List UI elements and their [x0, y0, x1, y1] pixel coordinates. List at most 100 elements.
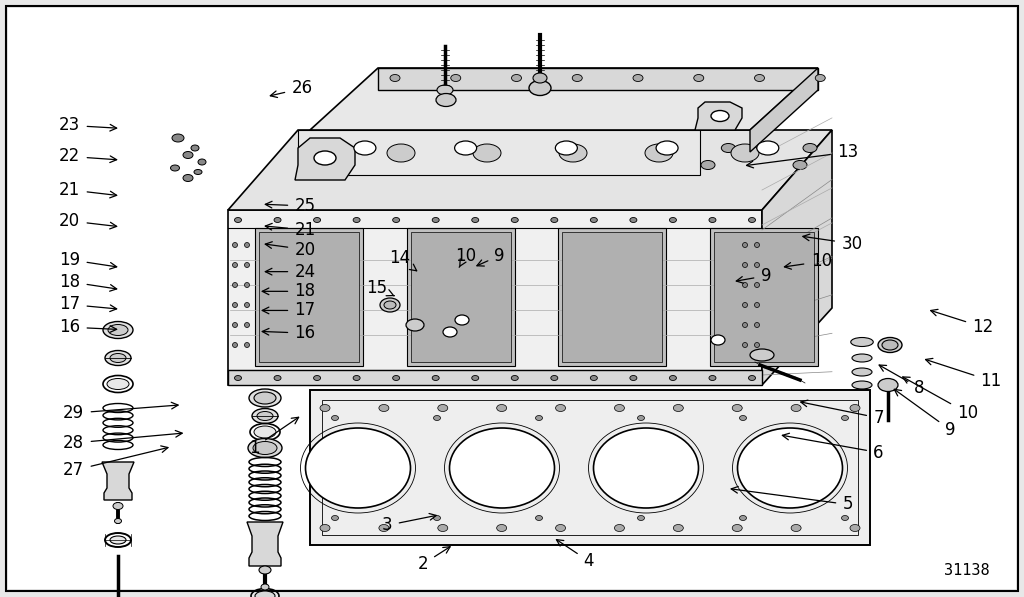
Ellipse shape: [742, 322, 748, 328]
Ellipse shape: [536, 416, 543, 420]
Ellipse shape: [313, 376, 321, 380]
Ellipse shape: [851, 337, 873, 346]
Ellipse shape: [438, 405, 447, 411]
Ellipse shape: [354, 141, 376, 155]
Ellipse shape: [850, 405, 860, 411]
Ellipse shape: [749, 376, 756, 380]
Bar: [255, 228, 362, 366]
Ellipse shape: [497, 405, 507, 411]
Ellipse shape: [558, 143, 572, 152]
Ellipse shape: [792, 525, 801, 531]
Ellipse shape: [110, 353, 126, 362]
Ellipse shape: [171, 165, 179, 171]
Ellipse shape: [742, 303, 748, 307]
Ellipse shape: [384, 301, 396, 309]
Ellipse shape: [701, 161, 715, 170]
Ellipse shape: [232, 303, 238, 307]
Ellipse shape: [432, 376, 439, 380]
Ellipse shape: [476, 143, 490, 152]
Text: 26: 26: [270, 79, 312, 97]
Ellipse shape: [232, 242, 238, 248]
Ellipse shape: [380, 298, 400, 312]
Ellipse shape: [450, 428, 555, 508]
Ellipse shape: [301, 144, 329, 162]
Polygon shape: [247, 522, 283, 566]
Ellipse shape: [638, 416, 644, 420]
Ellipse shape: [473, 144, 501, 162]
Bar: [558, 228, 667, 366]
Ellipse shape: [245, 343, 250, 347]
Ellipse shape: [556, 405, 565, 411]
Text: 16: 16: [59, 318, 117, 336]
Ellipse shape: [234, 376, 242, 380]
Ellipse shape: [438, 525, 447, 531]
Text: 20: 20: [265, 241, 315, 259]
Ellipse shape: [742, 263, 748, 267]
Ellipse shape: [842, 416, 849, 420]
Ellipse shape: [529, 81, 551, 96]
Ellipse shape: [245, 282, 250, 288]
Ellipse shape: [842, 515, 849, 521]
Bar: [407, 228, 515, 366]
Ellipse shape: [106, 378, 129, 389]
Ellipse shape: [183, 152, 193, 158]
Text: 20: 20: [59, 212, 117, 230]
Ellipse shape: [517, 161, 531, 170]
Ellipse shape: [721, 143, 735, 152]
Ellipse shape: [232, 322, 238, 328]
Ellipse shape: [755, 263, 760, 267]
Ellipse shape: [455, 141, 476, 155]
Ellipse shape: [472, 217, 479, 223]
Ellipse shape: [594, 428, 698, 508]
Text: 21: 21: [265, 221, 315, 239]
Polygon shape: [310, 68, 818, 130]
Ellipse shape: [670, 376, 677, 380]
Ellipse shape: [353, 376, 360, 380]
Ellipse shape: [433, 515, 440, 521]
Ellipse shape: [656, 141, 678, 155]
Polygon shape: [750, 68, 818, 152]
Polygon shape: [295, 138, 355, 180]
Ellipse shape: [394, 143, 409, 152]
Ellipse shape: [451, 75, 461, 82]
Ellipse shape: [815, 75, 825, 82]
Text: 18: 18: [262, 282, 315, 300]
Text: 1: 1: [249, 417, 299, 457]
Text: 24: 24: [265, 263, 315, 281]
Ellipse shape: [614, 405, 625, 411]
Ellipse shape: [512, 75, 521, 82]
Ellipse shape: [742, 343, 748, 347]
Ellipse shape: [314, 151, 336, 165]
Ellipse shape: [198, 159, 206, 165]
Text: 18: 18: [59, 273, 117, 291]
Ellipse shape: [737, 428, 843, 508]
Ellipse shape: [252, 408, 278, 423]
Ellipse shape: [755, 322, 760, 328]
Ellipse shape: [392, 217, 399, 223]
Text: 22: 22: [59, 147, 117, 165]
Ellipse shape: [755, 303, 760, 307]
Polygon shape: [228, 210, 762, 385]
Ellipse shape: [755, 242, 760, 248]
Ellipse shape: [319, 405, 330, 411]
Text: 15: 15: [367, 279, 394, 297]
Ellipse shape: [248, 439, 282, 457]
Ellipse shape: [630, 376, 637, 380]
Ellipse shape: [882, 340, 898, 350]
Ellipse shape: [755, 282, 760, 288]
Polygon shape: [310, 390, 870, 545]
Ellipse shape: [852, 368, 872, 376]
Ellipse shape: [709, 217, 716, 223]
Ellipse shape: [742, 282, 748, 288]
Text: 29: 29: [63, 402, 178, 422]
Ellipse shape: [254, 426, 276, 438]
Ellipse shape: [750, 349, 774, 361]
Ellipse shape: [633, 75, 643, 82]
Ellipse shape: [852, 354, 872, 362]
Bar: [714, 232, 814, 362]
Ellipse shape: [555, 141, 578, 155]
Ellipse shape: [739, 416, 746, 420]
Ellipse shape: [793, 161, 807, 170]
Ellipse shape: [443, 327, 457, 337]
Ellipse shape: [551, 376, 558, 380]
